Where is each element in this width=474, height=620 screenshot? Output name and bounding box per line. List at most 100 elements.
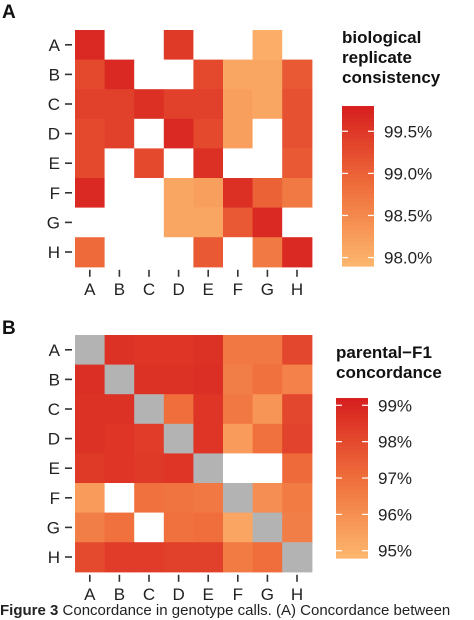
legend-b-gradient-strip xyxy=(336,426,368,431)
heatmap-b-cell-FB xyxy=(104,483,135,514)
heatmap-a-x-label: D xyxy=(172,280,184,299)
heatmap-a-cell-EC xyxy=(134,148,165,179)
heatmap-b-cell-BH xyxy=(282,364,313,395)
legend-a-tick-label: 99.0% xyxy=(384,164,432,183)
legend-b-gradient-strip xyxy=(336,518,368,523)
legend-b-gradient-strip xyxy=(336,478,368,483)
legend-b-gradient-strip xyxy=(336,506,368,511)
legend-b-gradient-strip xyxy=(336,542,368,547)
heatmap-a-x-label: E xyxy=(203,280,214,299)
heatmap-b-cell-CB xyxy=(104,394,135,425)
heatmap-a-cell-AB xyxy=(104,30,135,61)
heatmap-b-cell-ED xyxy=(163,453,194,484)
legend-b-gradient-strip xyxy=(336,454,368,459)
legend-b-gradient-strip xyxy=(336,470,368,475)
heatmap-a-cell-AF xyxy=(223,30,254,61)
color-legend-b: 99% 98% 97% 96% 95% xyxy=(336,396,412,561)
heatmap-a-cell-CC xyxy=(134,89,165,120)
heatmap-a-cell-CH xyxy=(282,89,313,120)
heatmap-a-cell-CG xyxy=(252,89,283,120)
heatmap-a-cell-BA xyxy=(75,59,106,90)
heatmap-b-cell-DE xyxy=(193,423,224,454)
legend-b-gradient-strip xyxy=(336,538,368,543)
legend-b-tick-label: 95% xyxy=(378,542,412,561)
heatmap-b-cell-DD xyxy=(163,423,194,454)
heatmap-a-cell-BE xyxy=(193,59,224,90)
heatmap-b-x-label: B xyxy=(114,585,125,604)
legend-a-gradient-strip xyxy=(342,158,374,163)
legend-a-gradient-strip xyxy=(342,122,374,127)
legend-title-a: biological replicate consistency xyxy=(342,28,441,87)
legend-a-gradient-strip xyxy=(342,262,374,267)
heatmap-a-cell-EB xyxy=(104,148,135,179)
heatmap-a-cell-GF xyxy=(223,207,254,238)
heatmap-b-cell-FA xyxy=(75,483,106,514)
legend-a-gradient-strip xyxy=(342,106,374,111)
heatmap-b-cell-HB xyxy=(104,542,135,573)
legend-title-a-line3: consistency xyxy=(342,68,441,87)
heatmap-a-cell-EF xyxy=(223,148,254,179)
heatmap-a-cell-GB xyxy=(104,207,135,238)
legend-a-gradient-strip xyxy=(342,226,374,231)
legend-b-gradient-strip xyxy=(336,430,368,435)
heatmap-a-cell-BC xyxy=(134,59,165,90)
legend-a-gradient-strip xyxy=(342,202,374,207)
heatmap-b-cell-HC xyxy=(134,542,165,573)
heatmap-b-y-label: C xyxy=(48,400,60,419)
heatmap-a-x-label: C xyxy=(143,280,155,299)
legend-b-gradient-strip xyxy=(336,486,368,491)
legend-b-gradient-strip xyxy=(336,514,368,519)
legend-a-gradient-strip xyxy=(342,190,374,195)
heatmap-b-cell-CG xyxy=(252,394,283,425)
legend-a-gradient-strip xyxy=(342,118,374,123)
legend-a-gradient-strip xyxy=(342,250,374,255)
heatmap-b-cell-GF xyxy=(223,512,254,543)
heatmap-a-cell-FB xyxy=(104,178,135,209)
heatmap-b-cell-EG xyxy=(252,453,283,484)
heatmap-b-cell-FF xyxy=(223,483,254,514)
legend-b-gradient-strip xyxy=(336,490,368,495)
legend-a-gradient-strip xyxy=(342,182,374,187)
heatmap-a-cell-DB xyxy=(104,118,135,149)
legend-b-tick-label: 97% xyxy=(378,469,412,488)
legend-a-gradient-strip xyxy=(342,174,374,179)
heatmap-b-x-label: E xyxy=(203,585,214,604)
heatmap-b-x-label: A xyxy=(84,585,96,604)
legend-title-a-line2: replicate xyxy=(342,48,412,67)
heatmap-a-cell-DA xyxy=(75,118,106,149)
legend-a-gradient-strip xyxy=(342,110,374,115)
heatmap-a-cell-CD xyxy=(163,89,194,120)
legend-a-gradient-strip xyxy=(342,238,374,243)
legend-b-gradient-strip xyxy=(336,414,368,419)
heatmap-a-cell-BD xyxy=(163,59,194,90)
heatmap-a-y-label: C xyxy=(48,95,60,114)
heatmap-a-x-label: A xyxy=(84,280,96,299)
panel-label-a: A xyxy=(2,2,16,23)
legend-b-gradient-strip xyxy=(336,554,368,559)
heatmap-a-cell-DF xyxy=(223,118,254,149)
legend-b-gradient-strip xyxy=(336,442,368,447)
heatmap-a-cell-EG xyxy=(252,148,283,179)
legend-a-gradient-strip xyxy=(342,146,374,151)
heatmap-a-cell-EH xyxy=(282,148,313,179)
heatmap-a-cell-CE xyxy=(193,89,224,120)
legend-b-gradient-strip xyxy=(336,526,368,531)
legend-b-gradient-strip xyxy=(336,482,368,487)
legend-a-gradient-strip xyxy=(342,242,374,247)
legend-a-gradient-strip xyxy=(342,246,374,251)
heatmap-a-x-label: H xyxy=(291,280,303,299)
heatmap-a-cell-DE xyxy=(193,118,224,149)
heatmap-b-cell-AB xyxy=(104,335,135,366)
heatmap-b-x-label: F xyxy=(233,585,243,604)
heatmap-a-cell-AC xyxy=(134,30,165,61)
heatmap-a-cell-AH xyxy=(282,30,313,61)
heatmap-b-cell-DH xyxy=(282,423,313,454)
legend-b-tick-label: 98% xyxy=(378,433,412,452)
heatmap-a-cell-HB xyxy=(104,237,135,268)
heatmap-b-cell-FD xyxy=(163,483,194,514)
heatmap-b-cell-EB xyxy=(104,453,135,484)
heatmap-b-cell-HA xyxy=(75,542,106,573)
legend-a-gradient-strip xyxy=(342,254,374,259)
